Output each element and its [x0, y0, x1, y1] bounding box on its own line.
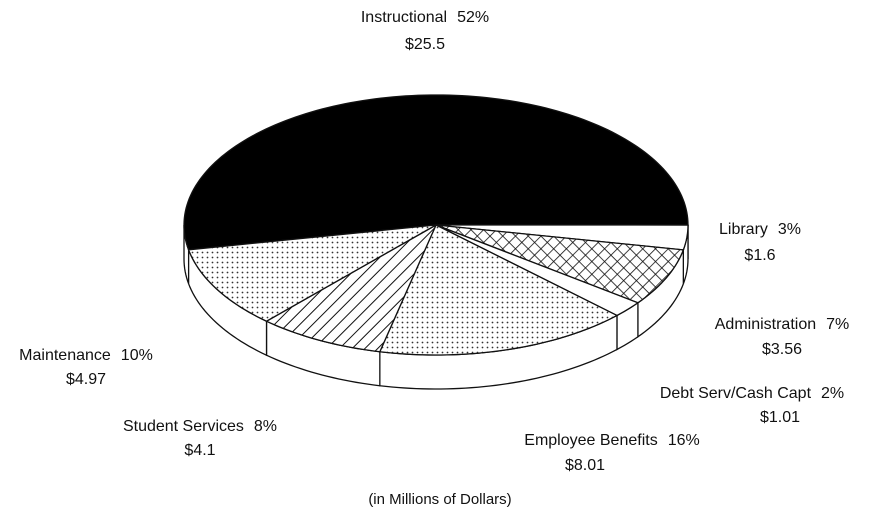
slice [435, 224, 685, 304]
percent-label: 7% [826, 316, 849, 333]
slice-label: Student Services 8% [123, 418, 277, 435]
slice [265, 223, 438, 353]
slice-label: Administration 7% [715, 316, 850, 333]
percent-label: 2% [821, 385, 844, 402]
slice [187, 224, 437, 322]
percent-label: 10% [121, 347, 153, 364]
amount-label: $4.1 [184, 442, 215, 459]
slice-label: Maintenance 10% [19, 347, 153, 364]
slice-label: Library 3% [719, 221, 801, 238]
slice-label: Employee Benefits 16% [524, 432, 699, 449]
slice [435, 224, 640, 317]
slice [183, 94, 689, 251]
category-label: Maintenance [19, 347, 111, 364]
category-label: Student Services [123, 418, 244, 435]
amount-label: $1.01 [760, 409, 800, 426]
amount-label: $8.01 [565, 457, 605, 474]
percent-label: 3% [778, 221, 801, 238]
chart-note: (in Millions of Dollars) [368, 491, 511, 508]
category-label: Instructional [361, 9, 447, 26]
category-label: Library [719, 221, 768, 238]
amount-label: $4.97 [66, 371, 106, 388]
slice-label: Debt Serv/Cash Capt 2% [660, 385, 844, 402]
amount-label: $1.6 [744, 247, 775, 264]
slice-label: Instructional 52% [361, 9, 489, 26]
slice [378, 224, 619, 356]
percent-label: 8% [254, 418, 277, 435]
amount-label: $3.56 [762, 341, 802, 358]
category-label: Debt Serv/Cash Capt [660, 385, 812, 402]
category-label: Employee Benefits [524, 432, 657, 449]
category-label: Administration [715, 316, 816, 333]
percent-label: 16% [668, 432, 700, 449]
percent-label: 52% [457, 9, 489, 26]
amount-label: $25.5 [405, 36, 445, 53]
